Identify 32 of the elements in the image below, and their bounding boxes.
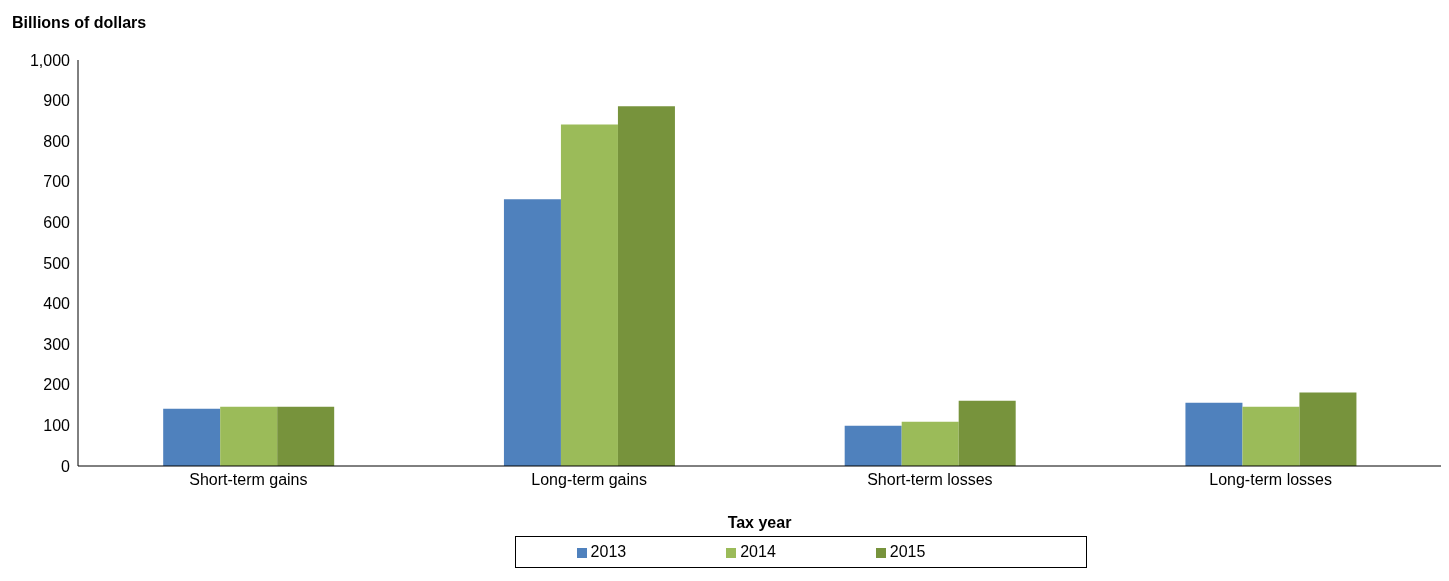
bar (844, 425, 902, 466)
y-tick-label: 200 (43, 376, 71, 394)
bar (560, 124, 618, 466)
legend-label: 2015 (889, 543, 926, 560)
bar (1185, 402, 1243, 466)
bar (901, 421, 959, 466)
y-tick-label: 1,000 (29, 51, 71, 69)
y-tick-label: 300 (43, 335, 71, 353)
x-tick-label: Short-term gains (189, 471, 308, 489)
y-tick-label: 800 (43, 132, 71, 150)
x-axis-title: Tax year (727, 514, 792, 531)
legend-label: 2013 (590, 543, 627, 560)
bar (503, 199, 561, 466)
y-tick-label: 0 (61, 457, 71, 475)
bar (163, 408, 221, 466)
y-tick-label: 900 (43, 92, 71, 110)
y-tick-label: 400 (43, 295, 71, 313)
x-tick-label: Long-term gains (531, 471, 647, 489)
bar (617, 106, 675, 466)
y-tick-label: 700 (43, 173, 71, 191)
x-tick-label: Short-term losses (867, 471, 993, 489)
legend-label: 2014 (740, 543, 776, 560)
y-tick-label: 500 (43, 254, 71, 272)
bar (277, 406, 335, 466)
y-axis-title: Billions of dollars (12, 14, 147, 32)
bar (1299, 392, 1357, 466)
y-tick-label: 600 (43, 214, 71, 232)
bar (1242, 406, 1300, 466)
bar (958, 400, 1016, 466)
bar (220, 406, 278, 466)
x-tick-label: Long-term losses (1209, 471, 1332, 489)
y-tick-label: 100 (43, 417, 71, 435)
